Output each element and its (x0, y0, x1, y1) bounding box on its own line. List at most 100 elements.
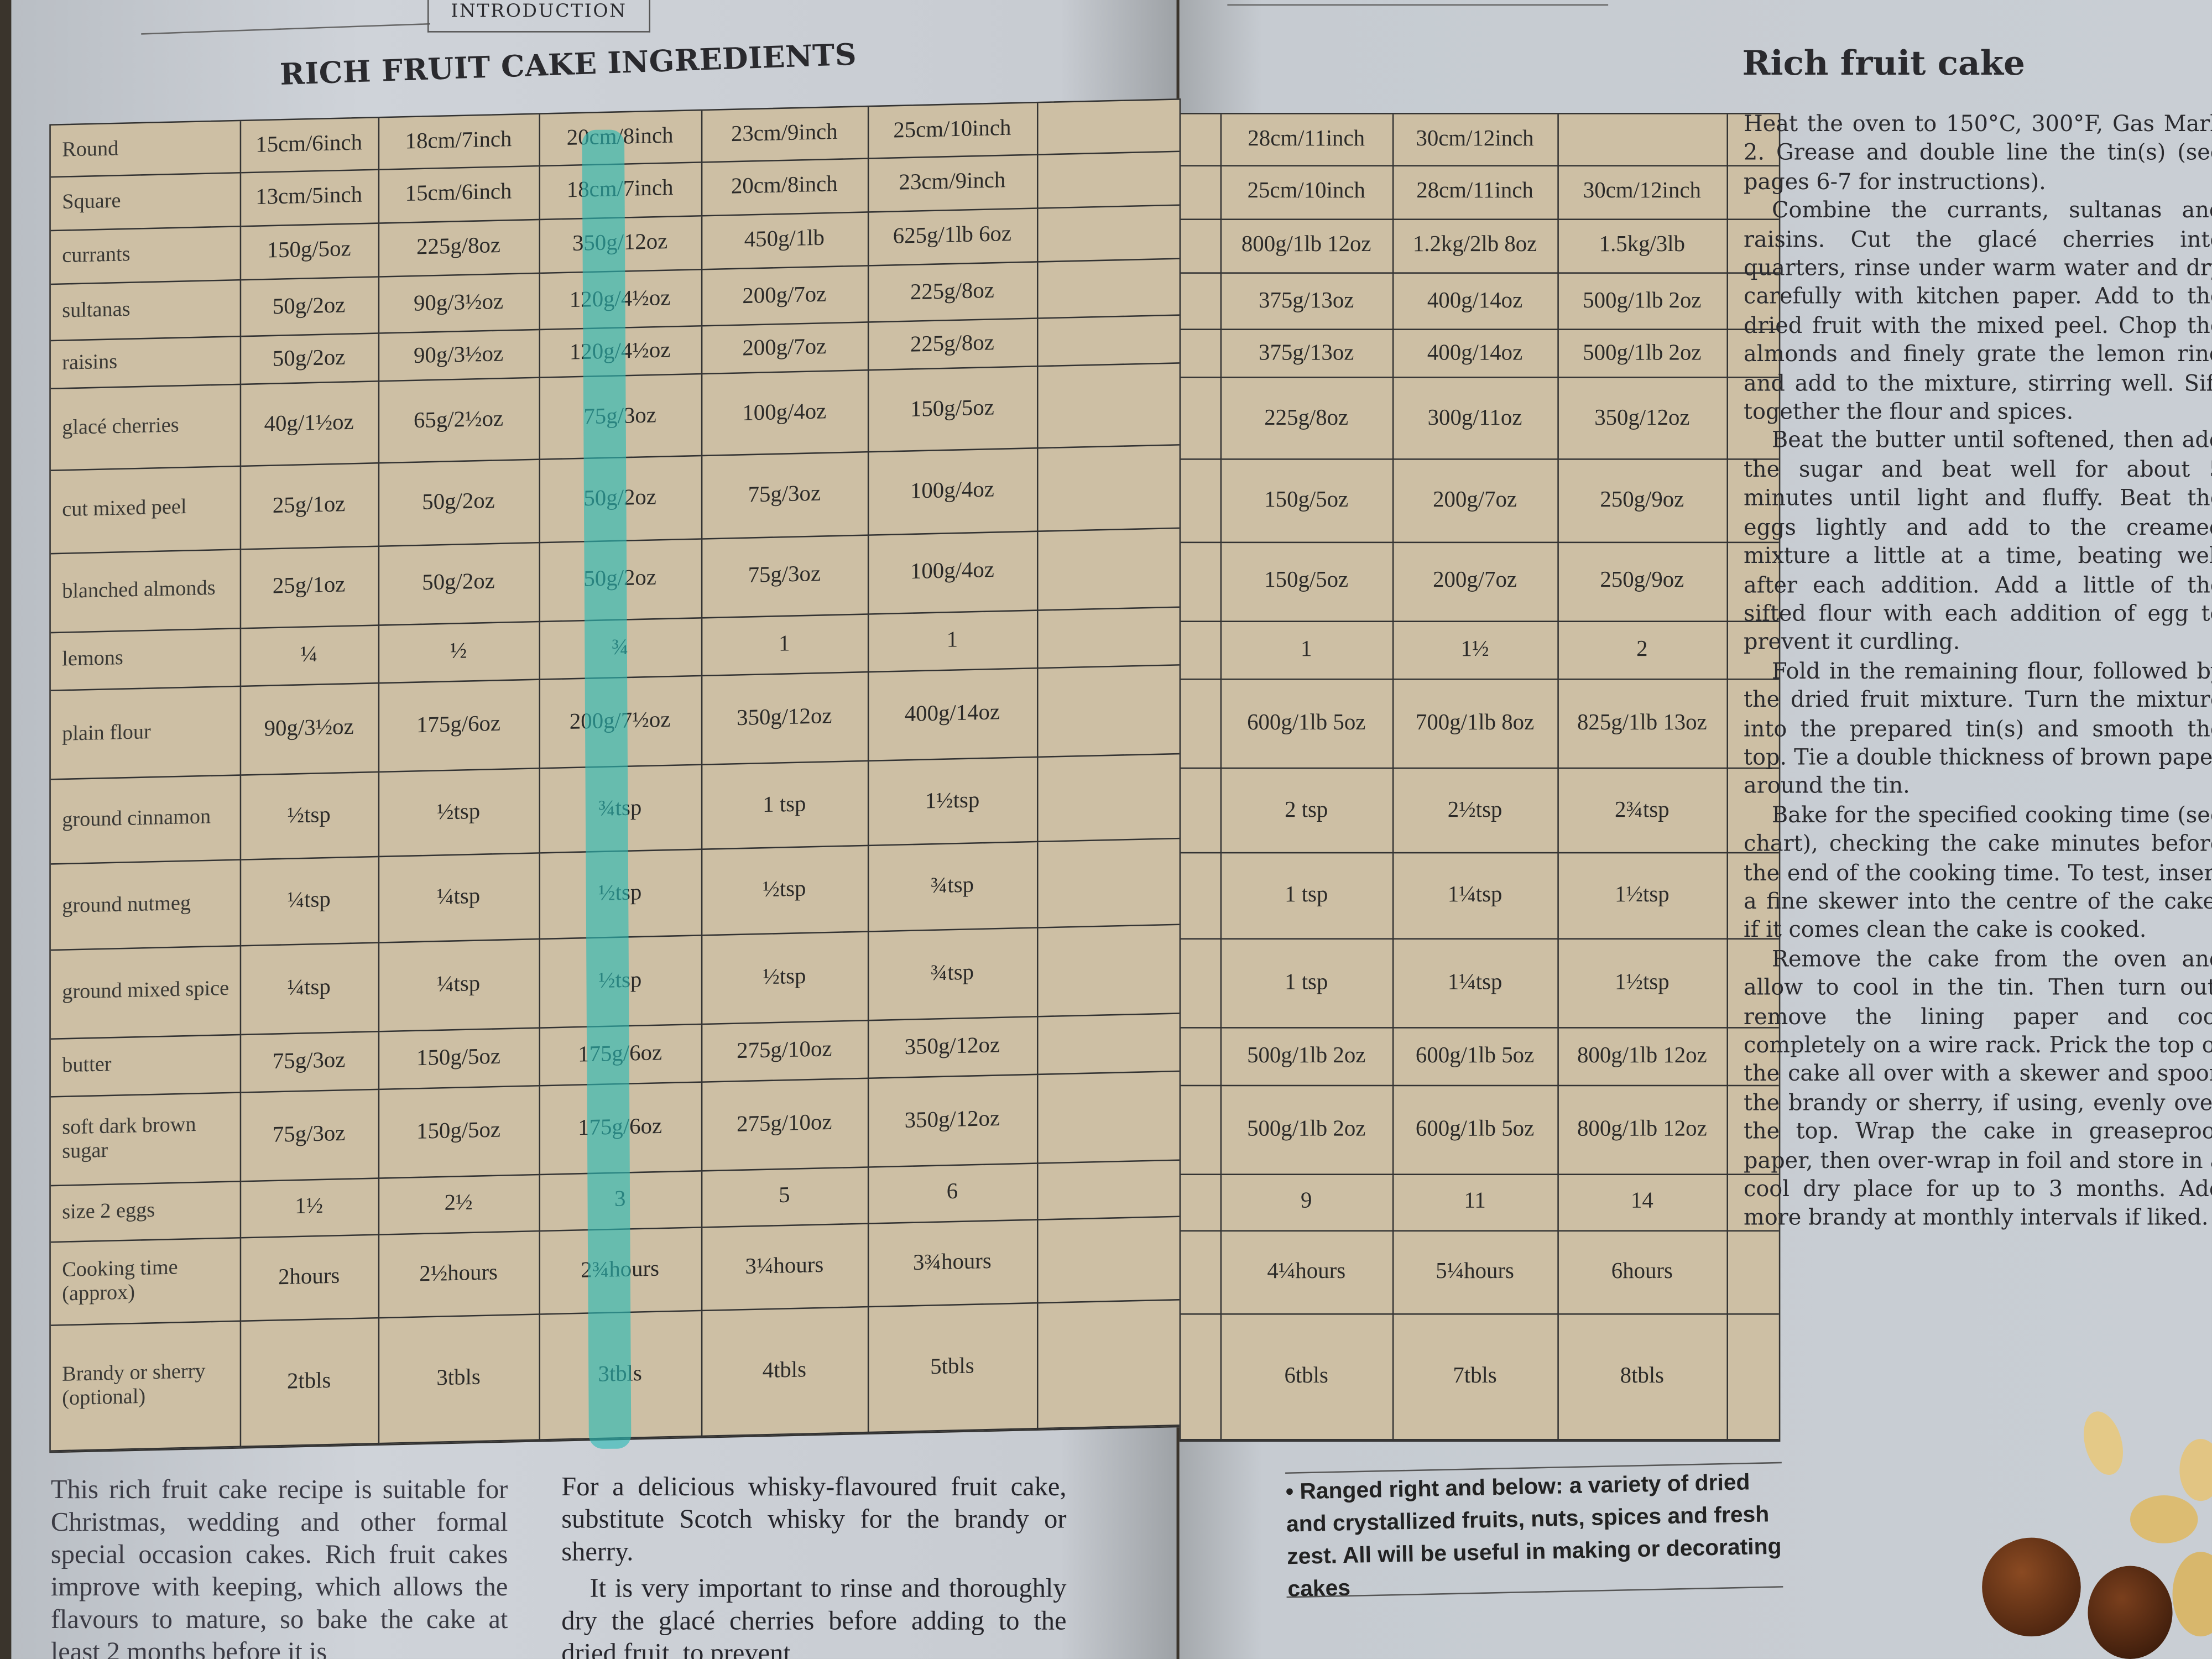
table-cell: 6tbls (1220, 1314, 1394, 1441)
table-cell: 800g/1lb 12oz (1220, 218, 1394, 274)
table-cell: 350g/12oz (1557, 378, 1728, 460)
table-row: 2 tsp 2½tsp 2¾tsp (1181, 768, 1779, 854)
table-cell: 150g/5oz (378, 1086, 539, 1178)
table-row: 800g/1lb 12oz 1.2kg/2lb 8oz 1.5kg/3lb (1181, 218, 1779, 274)
table-cell: 150g/5oz (1220, 458, 1394, 544)
table-gutter-cell (1181, 938, 1221, 1028)
table-cell: 90g/3½oz (378, 273, 539, 333)
table-cell: 23cm/9inch (701, 107, 868, 163)
row-label: Square (50, 173, 240, 231)
table-row: 375g/13oz 400g/14oz 500g/1lb 2oz (1181, 273, 1779, 330)
row-label: sultanas (50, 280, 240, 341)
table-row: 225g/8oz 300g/11oz 350g/12oz (1181, 378, 1779, 460)
table-gutter-cell (1726, 165, 1779, 220)
recipe-method: Heat the oven to 150°C, 300°F, Gas Mark … (1744, 110, 2212, 1233)
table-cell: 100g/4oz (867, 447, 1037, 536)
table-cell: 350g/12oz (867, 1074, 1037, 1167)
table-cell: 65g/2½oz (378, 378, 539, 463)
table-gutter-cell (1036, 924, 1180, 1016)
table-gutter-cell (1726, 329, 1779, 379)
table-cell: 800g/1lb 12oz (1557, 1086, 1728, 1175)
table-cell: 400g/14oz (1392, 273, 1558, 330)
table-cell: 6hours (1557, 1230, 1728, 1315)
recipe-paragraph: Remove the cake from the oven and allow … (1744, 946, 2212, 1231)
table-cell: 275g/10oz (701, 1020, 868, 1083)
table-gutter-cell (1181, 1174, 1221, 1232)
table-cell: 14 (1557, 1174, 1728, 1232)
table-cell: 200g/7oz (701, 322, 868, 374)
table-cell: 400g/14oz (867, 668, 1037, 761)
table-gutter-cell (1036, 528, 1180, 610)
table-cell: 150g/5oz (239, 222, 378, 280)
table-cell: 600g/1lb 5oz (1220, 680, 1394, 769)
table-cell: 25g/1oz (239, 546, 378, 628)
table-gutter-cell (1726, 458, 1779, 544)
table-cell: 50g/2oz (239, 277, 378, 336)
table-gutter-cell (1726, 273, 1779, 330)
table-cell: 9 (1220, 1174, 1394, 1232)
table-cell: ½tsp (239, 771, 378, 860)
table-cell: 600g/1lb 5oz (1392, 1086, 1558, 1175)
table-cell: 825g/1lb 13oz (1557, 680, 1728, 769)
table-cell: 1¼tsp (1392, 938, 1558, 1028)
table-cell: 2¾tsp (1557, 768, 1728, 854)
table-gutter-cell (1036, 606, 1180, 669)
recipe-paragraph: Fold in the remaining flour, followed by… (1744, 658, 2212, 799)
table-cell: 1 (701, 613, 868, 676)
table-cell: ½tsp (378, 768, 539, 858)
table-cell: 30cm/12inch (1392, 114, 1558, 167)
recipe-title: Rich fruit cake (1742, 42, 2026, 84)
table-cell: 1½ (239, 1178, 378, 1238)
table-gutter-cell (1036, 839, 1180, 928)
table-cell: ½tsp (701, 931, 868, 1024)
table-row: 500g/1lb 2oz 600g/1lb 5oz 800g/1lb 12oz (1181, 1086, 1779, 1175)
table-cell: 3¾hours (867, 1219, 1037, 1307)
ingredients-table-right: 28cm/11inch 30cm/12inch 25cm/10inch 28cm/11… (1179, 113, 1781, 1442)
table-cell: ¼ (239, 624, 378, 687)
table-gutter-cell (1181, 458, 1221, 544)
table-cell: 100g/4oz (867, 531, 1037, 614)
table-cell: 50g/2oz (378, 542, 539, 625)
table-gutter-cell (1036, 315, 1180, 367)
table-cell: 1½ (1392, 620, 1558, 681)
row-label: lemons (50, 628, 240, 691)
table-cell: 500g/1lb 2oz (1557, 329, 1728, 379)
table-gutter-cell (1036, 1300, 1180, 1429)
table-row: 1 tsp 1¼tsp 1½tsp (1181, 938, 1779, 1028)
table-row: 150g/5oz 200g/7oz 250g/9oz (1181, 542, 1779, 622)
table-cell: ¼tsp (239, 942, 378, 1034)
row-label: blanched almonds (50, 550, 240, 632)
table-cell: 25cm/10inch (1220, 165, 1394, 220)
row-label: Round (50, 121, 240, 178)
table-cell: 225g/8oz (867, 262, 1037, 322)
table-gutter-cell (1726, 1314, 1779, 1441)
table-cell: 1 (1220, 620, 1394, 681)
table-cell: ¾tsp (867, 927, 1037, 1020)
table-cell: 5 (701, 1167, 868, 1227)
table-gutter-cell (1181, 680, 1221, 769)
table-cell: 800g/1lb 12oz (1557, 1027, 1728, 1087)
table-cell: 3¼hours (701, 1223, 868, 1311)
table-cell: 75g/3oz (701, 535, 868, 618)
table-cell: ¼tsp (378, 853, 539, 943)
table-gutter-cell (1181, 1086, 1221, 1175)
table-cell: 1½tsp (1557, 853, 1728, 940)
table-row: 1 1½ 2 (1181, 620, 1779, 681)
table-cell: 1.5kg/3lb (1557, 218, 1728, 274)
table-cell: 1½tsp (867, 757, 1037, 847)
table-cell: 2½hours (378, 1230, 539, 1318)
table-cell: 225g/8oz (867, 318, 1037, 371)
row-label: size 2 eggs (50, 1181, 240, 1242)
table-cell: 500g/1lb 2oz (1220, 1086, 1394, 1175)
table-cell: 30cm/12inch (1557, 165, 1728, 220)
table-gutter-cell (1181, 768, 1221, 854)
recipe-paragraph: Beat the butter until softened, then add… (1744, 428, 2212, 655)
table-row: 4¼hours 5¼hours 6hours (1181, 1230, 1779, 1315)
nutmeg-image (1982, 1537, 2081, 1637)
table-row: 25cm/10inch 28cm/11inch 30cm/12inch (1181, 165, 1779, 220)
table-gutter-cell (1726, 768, 1779, 854)
table-cell: 275g/10oz (701, 1078, 868, 1171)
table-gutter-cell (1181, 1230, 1221, 1315)
table-cell: ¾tsp (867, 842, 1037, 932)
table-gutter-cell (1726, 1174, 1779, 1232)
